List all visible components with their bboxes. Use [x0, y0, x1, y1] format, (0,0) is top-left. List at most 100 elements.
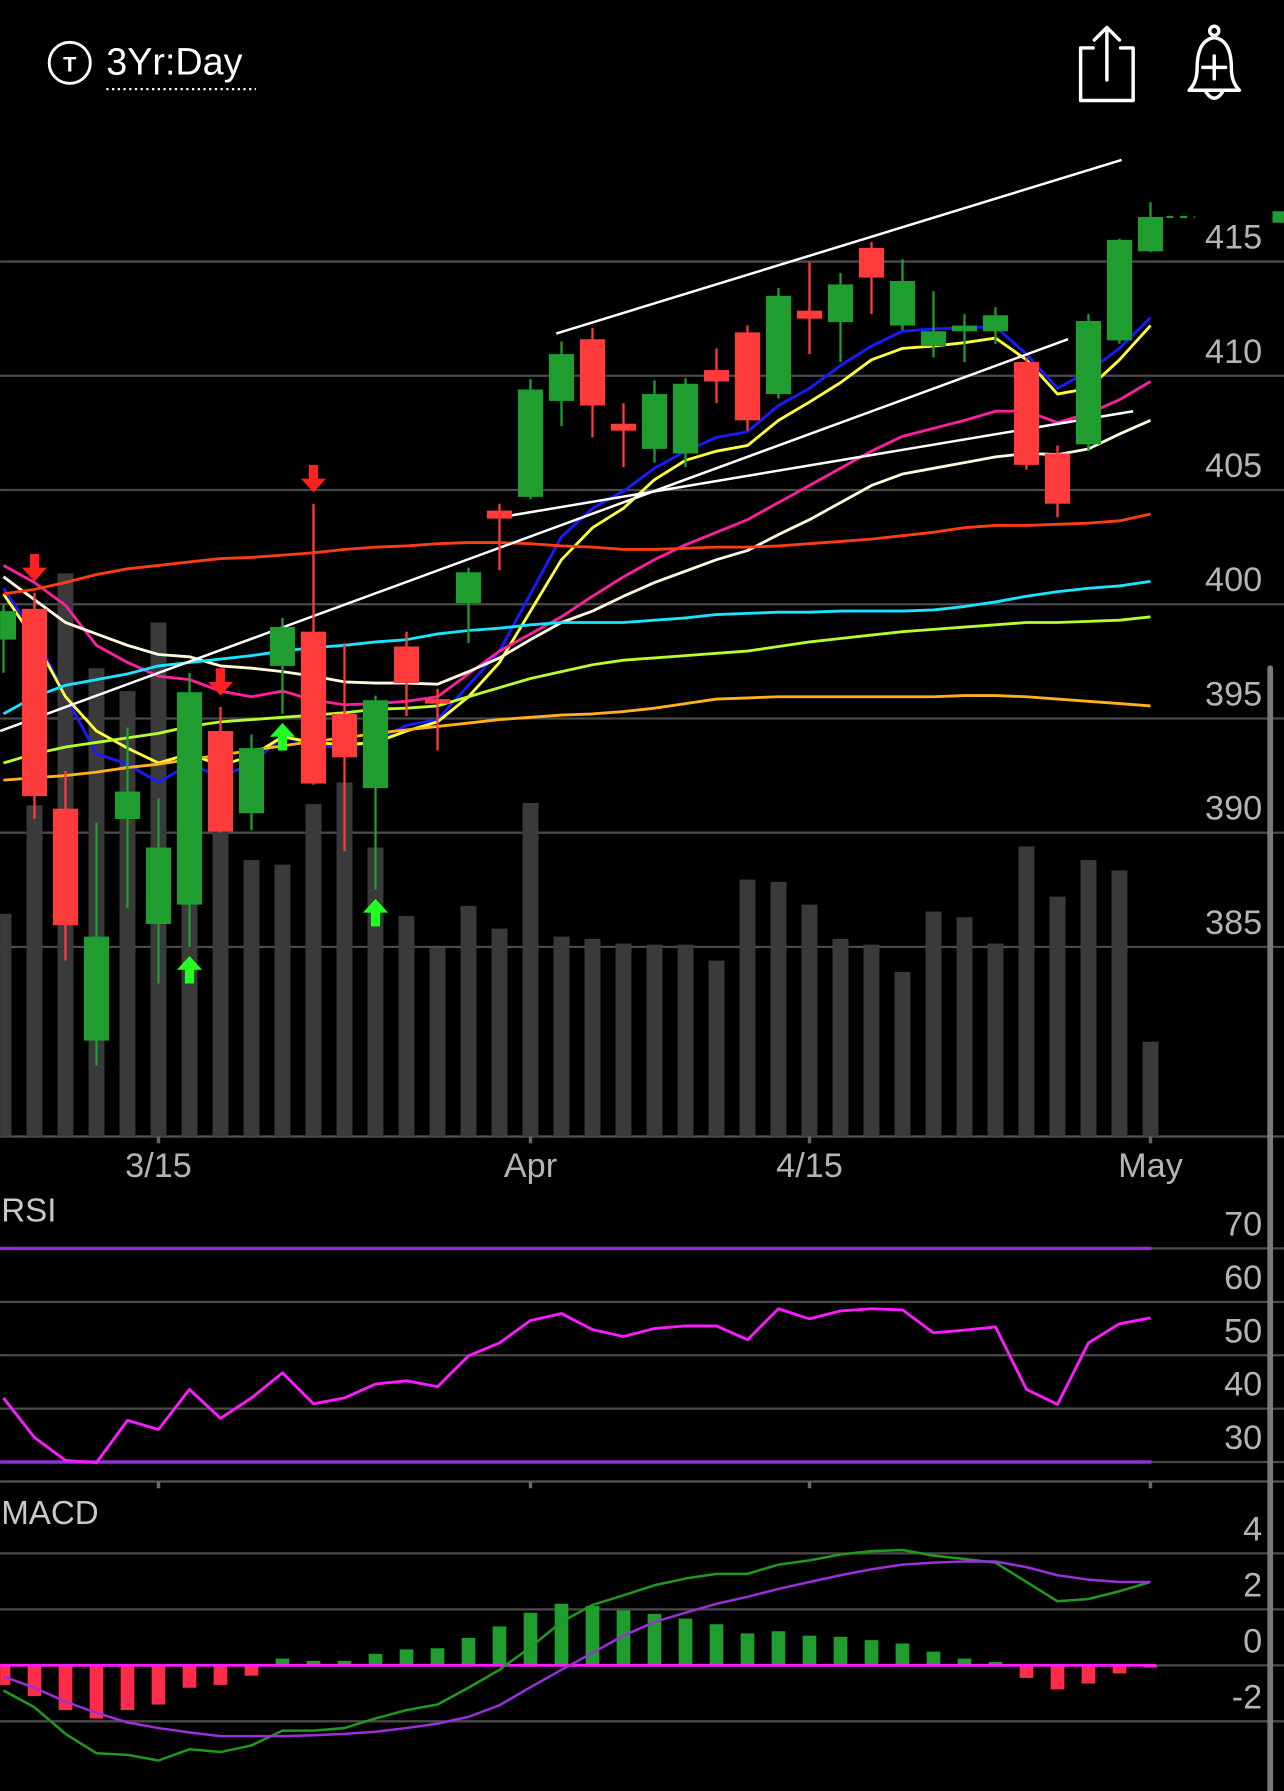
candle-body — [331, 713, 358, 758]
timeframe-label: 3Yr:Day — [106, 41, 242, 83]
y-tick-label: 0 — [1243, 1622, 1262, 1660]
alert-button[interactable] — [1187, 24, 1242, 100]
share-button[interactable] — [1078, 25, 1135, 103]
volume-bar — [615, 943, 632, 1137]
candle-body — [269, 627, 296, 666]
volume-bar — [0, 913, 12, 1137]
volume-bar — [398, 916, 415, 1137]
panel — [0, 1246, 1152, 1465]
last-price-marker — [1272, 211, 1284, 223]
volume-bar — [429, 948, 446, 1137]
volume-bar — [336, 782, 353, 1137]
candle-body — [1075, 320, 1102, 445]
volume-bar — [305, 804, 322, 1137]
volume-bar — [832, 938, 849, 1137]
indicator-line — [2, 419, 1152, 686]
macd-histogram-bar — [554, 1603, 569, 1666]
volume-bar — [646, 944, 663, 1137]
macd-histogram-bar — [988, 1661, 1003, 1666]
macd-histogram-bar — [523, 1612, 538, 1666]
y-tick-label: 50 — [1224, 1312, 1262, 1350]
volume-bar — [212, 731, 229, 1137]
trendline — [0, 338, 1069, 733]
share-box — [1078, 46, 1135, 103]
x-tick-label: 3/15 — [125, 1147, 192, 1185]
candle-body — [176, 692, 203, 905]
panel — [0, 1548, 1158, 1762]
macd-histogram-bar — [430, 1648, 445, 1666]
indicator-line — [2, 579, 1151, 716]
candle-body — [21, 608, 48, 797]
header: T 3Yr:Day — [47, 24, 1242, 103]
macd-histogram-bar — [771, 1631, 786, 1666]
candle-body — [1013, 362, 1040, 465]
candle-body — [52, 808, 79, 926]
volume-bar — [894, 972, 911, 1137]
candle-body — [703, 370, 730, 382]
macd-histogram-bar — [151, 1665, 166, 1705]
candle-body — [517, 389, 544, 497]
volume-bar — [956, 917, 973, 1137]
y-tick-label: 40 — [1224, 1366, 1262, 1404]
macd-histogram-bar — [647, 1613, 662, 1666]
macd-histogram-bar — [802, 1635, 817, 1666]
volume-bar — [460, 905, 477, 1137]
candle-body — [114, 791, 141, 819]
candle-body — [672, 383, 699, 454]
share-arrow — [1092, 25, 1122, 82]
candle-body — [641, 394, 668, 449]
candle-body — [424, 699, 451, 704]
volume-bar — [708, 960, 725, 1137]
candle-body — [362, 700, 389, 789]
candle-body — [920, 331, 947, 347]
y-tick-label: 390 — [1205, 790, 1262, 828]
macd-histogram-bar — [957, 1658, 972, 1666]
macd-histogram-bar — [740, 1633, 755, 1666]
x-tick-label: 4/15 — [776, 1147, 843, 1185]
volume-bar — [863, 944, 880, 1137]
timeframe-icon — [47, 40, 92, 85]
indicator-line — [3, 512, 1151, 596]
candle-body — [1044, 453, 1071, 504]
candle-body — [951, 325, 978, 332]
volume-bar — [491, 928, 508, 1137]
macd-histogram-bar — [616, 1610, 631, 1666]
x-tick-label: Apr — [504, 1147, 557, 1185]
macd-histogram-bar — [120, 1665, 135, 1711]
macd-histogram-bar — [1019, 1665, 1034, 1678]
y-tick-label: 410 — [1205, 333, 1262, 371]
candle-body — [238, 748, 265, 814]
candle-body — [207, 731, 234, 832]
macd-histogram-bar — [492, 1626, 507, 1666]
volume-bar — [1142, 1041, 1159, 1137]
volume-bar — [1049, 896, 1066, 1137]
candle-body — [1137, 217, 1164, 252]
volume-bar — [243, 860, 260, 1137]
candle-body — [1106, 239, 1133, 341]
volume-bar — [367, 847, 384, 1137]
indicator-line — [2, 1548, 1151, 1762]
candle-body — [610, 423, 637, 431]
y-tick-label: 30 — [1224, 1419, 1262, 1457]
volume-bar — [1018, 846, 1035, 1137]
panel-title: MACD — [1, 1495, 99, 1532]
panel — [0, 158, 1164, 1137]
candle-body — [0, 611, 17, 640]
candle-body — [734, 332, 761, 421]
y-tick-label: 60 — [1224, 1259, 1262, 1297]
volume-bar — [739, 879, 756, 1137]
y-tick-label: 400 — [1205, 561, 1262, 599]
macd-histogram-bar — [1112, 1665, 1127, 1674]
bell-top — [1207, 24, 1221, 38]
volume-bar — [987, 943, 1004, 1137]
macd-histogram-bar — [89, 1665, 104, 1719]
candle-body — [83, 936, 110, 1041]
candle-body — [982, 315, 1009, 332]
timeframe-button[interactable]: T 3Yr:Day — [47, 40, 256, 91]
y-tick-label: 405 — [1205, 447, 1262, 485]
indicator-line — [3, 694, 1151, 782]
macd-histogram-bar — [895, 1643, 910, 1666]
bell — [1187, 35, 1242, 92]
volume-bar — [801, 904, 818, 1137]
